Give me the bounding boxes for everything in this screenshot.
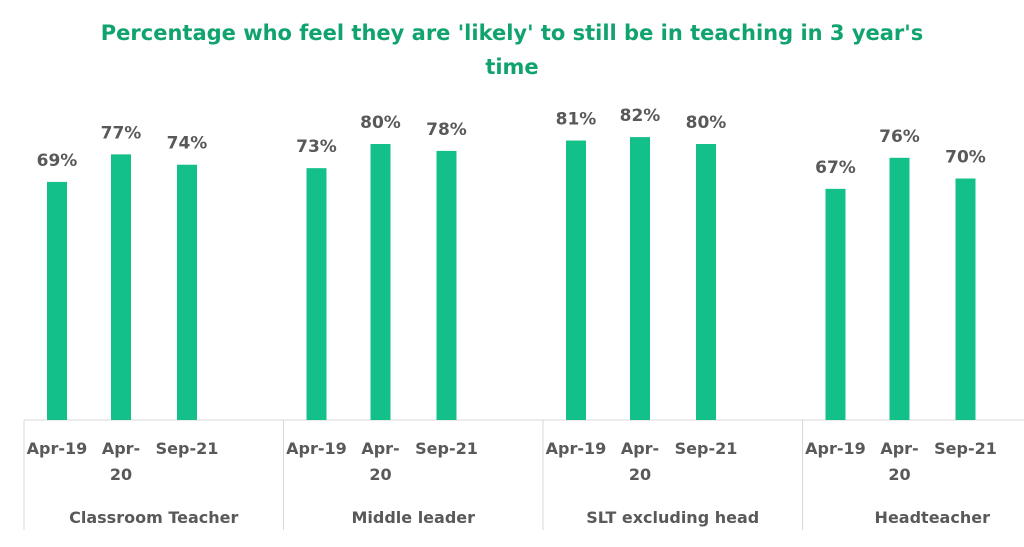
- data-label: 73%: [296, 137, 337, 157]
- x-tick-label: Apr-19: [27, 439, 88, 458]
- bar: [889, 157, 910, 421]
- bar: [696, 144, 716, 420]
- plot-area: 69% Apr-19 77% Apr- 20 74% Sep-21 Classroom Tea…: [23, 106, 1024, 530]
- x-tick-label: Apr-19: [546, 439, 607, 458]
- data-label: 69%: [37, 151, 78, 171]
- chart-title-line-1: Percentage who feel they are 'likely' to…: [101, 21, 923, 45]
- data-label: 81%: [556, 110, 597, 130]
- chart-title-line-2: time: [485, 55, 538, 79]
- x-tick-label: 20: [888, 465, 910, 484]
- x-tick-label: Sep-21: [934, 439, 997, 458]
- x-tick-label: 20: [110, 465, 132, 484]
- x-tick-label: Sep-21: [156, 439, 219, 458]
- data-label: 78%: [426, 120, 467, 140]
- data-label: 74%: [167, 134, 208, 154]
- x-tick-label: Sep-21: [415, 439, 478, 458]
- group-label: SLT excluding head: [586, 508, 759, 527]
- data-label: 80%: [686, 113, 727, 133]
- bar: [111, 154, 131, 420]
- data-label: 70%: [945, 148, 986, 168]
- x-tick-label: Apr-19: [286, 439, 347, 458]
- bar: [47, 181, 67, 420]
- x-tick-label: Sep-21: [675, 439, 738, 458]
- x-tick-label: Apr-: [102, 439, 140, 458]
- x-tick-label: Apr-19: [805, 439, 866, 458]
- x-tick-label: 20: [629, 465, 651, 484]
- data-label: 76%: [879, 127, 920, 147]
- group-label: Middle leader: [351, 508, 475, 527]
- bar: [955, 178, 976, 420]
- data-label: 80%: [360, 113, 401, 133]
- bar: [306, 168, 327, 420]
- data-label: 82%: [620, 106, 661, 126]
- group-label: Classroom Teacher: [69, 508, 238, 527]
- x-tick-label: 20: [369, 465, 391, 484]
- bar: [566, 140, 586, 421]
- group-label: Headteacher: [875, 508, 991, 527]
- x-tick-label: Apr-: [880, 439, 918, 458]
- x-tick-label: Apr-: [361, 439, 399, 458]
- x-tick-label: Apr-: [621, 439, 659, 458]
- bar: [177, 164, 197, 420]
- data-label: 67%: [815, 158, 856, 178]
- bar: [370, 144, 391, 420]
- bar: [630, 137, 650, 420]
- bar: [825, 188, 846, 420]
- bar: [436, 150, 457, 420]
- data-label: 77%: [101, 123, 142, 143]
